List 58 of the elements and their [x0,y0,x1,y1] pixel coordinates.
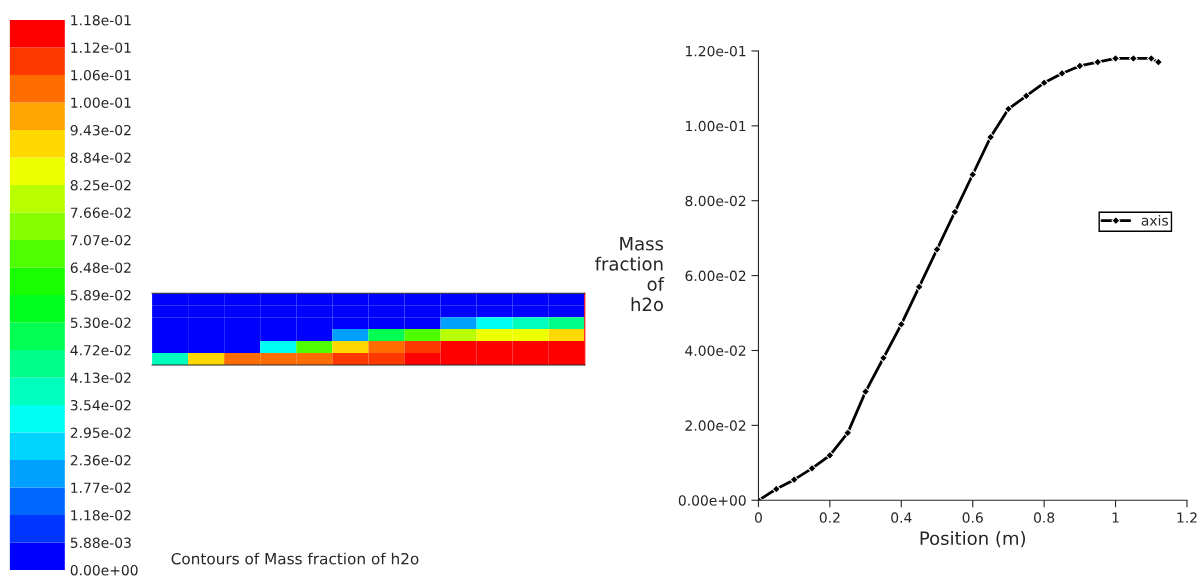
point [825,450,835,460]
x-tick-label: 1.2 [1177,512,1197,523]
x-tick-label: 0.6 [962,512,983,523]
y-tick-label: 1.00e-01 [686,120,746,132]
y-tick-label: 1.20e-01 [686,45,746,57]
point [861,387,871,397]
point [1075,61,1085,71]
color-bar-label: 8.25e-02 [70,179,131,191]
color-bar-label: 4.13e-02 [70,372,131,383]
y-tick-label: 2.00e-02 [685,420,746,431]
color-bar-label: 0.00e+00 [70,564,138,576]
y-tick-label: 6.00e-02 [685,270,746,282]
color-bar-label: 1.18e-01 [71,14,131,26]
point [950,207,960,217]
point [986,132,996,142]
x-tick-label: 1 [1112,512,1119,523]
x-tick-label: 0.4 [891,512,912,523]
point [771,484,781,494]
point [1057,68,1067,78]
y-tick-label: 4.00e-02 [685,345,746,356]
y-axis-title: Mass fraction of h2o [595,237,665,312]
color-bar-label: 1.77e-02 [71,482,131,493]
point [1003,104,1013,114]
color-bar-label: 5.30e-02 [70,317,131,328]
x-tick-label: 0.8 [1034,512,1055,523]
text: Contours of Mass fraction of h2o [171,552,419,565]
color-bar-label: 9.43e-02 [70,124,131,136]
y-tick-label: 0.00e+00 [678,495,746,506]
point [932,244,942,254]
point [1021,91,1031,101]
color-bar-label: 5.88e-03 [70,537,131,548]
x-axis-title: Position (m) [920,531,1026,548]
color-bar-label: 4.72e-02 [70,344,131,356]
x-tick-label: 0 [754,512,762,523]
color-bar-label: 2.95e-02 [70,427,131,438]
point [789,475,799,485]
color-bar-label: 7.07e-02 [70,234,131,246]
color-bar-label: 1.00e-01 [71,97,131,108]
y-tick-label: 8.00e-02 [685,195,746,207]
point [843,428,853,438]
color-bar-label: 8.84e-02 [70,152,131,163]
color-bar-label: 6.48e-02 [70,262,131,273]
point [879,353,888,363]
point [1039,78,1049,88]
point [896,319,906,329]
color-bar-label: 1.12e-01 [71,42,131,53]
color-bar-label: 1.18e-02 [71,509,131,521]
color-bar-label: 1.06e-01 [71,69,131,81]
color-bar-label: 7.66e-02 [70,207,131,218]
legend-label: axis [1141,214,1168,226]
color-bar-label: 5.89e-02 [70,289,131,301]
x-tick-label: 0.2 [819,512,840,523]
point [914,282,924,292]
point [807,463,817,473]
point [1146,53,1156,63]
color-bar-label: 3.54e-02 [70,399,131,411]
color-bar-label: 2.36e-02 [70,454,131,466]
point [1093,57,1103,67]
